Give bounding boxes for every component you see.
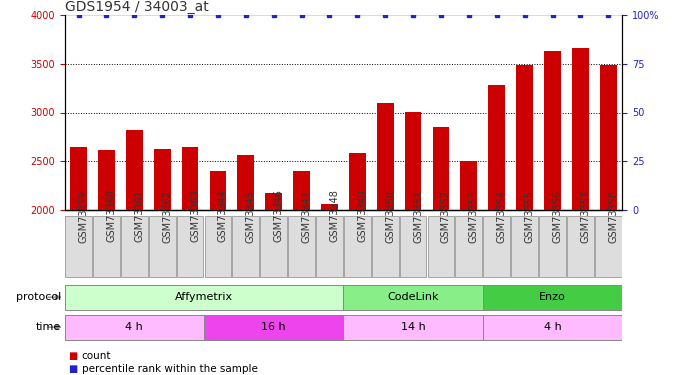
Text: GSM73344: GSM73344 <box>218 190 228 243</box>
Text: GSM73345: GSM73345 <box>246 189 256 243</box>
Text: GSM73361: GSM73361 <box>135 190 144 243</box>
Text: GSM73350: GSM73350 <box>385 189 395 243</box>
FancyBboxPatch shape <box>93 216 120 277</box>
FancyBboxPatch shape <box>400 216 426 277</box>
Bar <box>349 153 366 210</box>
Bar <box>209 171 226 210</box>
FancyBboxPatch shape <box>567 216 594 277</box>
FancyBboxPatch shape <box>204 315 343 340</box>
FancyBboxPatch shape <box>65 216 92 277</box>
Text: ■: ■ <box>68 364 78 374</box>
Text: GSM73351: GSM73351 <box>413 189 423 243</box>
Text: GSM73352: GSM73352 <box>441 189 451 243</box>
Text: percentile rank within the sample: percentile rank within the sample <box>82 364 258 374</box>
Text: time: time <box>36 322 61 332</box>
Bar <box>488 85 505 210</box>
Bar <box>572 48 589 210</box>
FancyBboxPatch shape <box>65 315 204 340</box>
FancyBboxPatch shape <box>121 216 148 277</box>
FancyBboxPatch shape <box>428 216 454 277</box>
Bar <box>182 147 199 210</box>
Bar <box>544 51 561 210</box>
Bar <box>126 130 143 210</box>
Text: ■: ■ <box>68 351 78 361</box>
Text: GSM73358: GSM73358 <box>608 189 618 243</box>
Text: Affymetrix: Affymetrix <box>175 292 233 302</box>
FancyBboxPatch shape <box>205 216 231 277</box>
FancyBboxPatch shape <box>288 216 315 277</box>
Text: GSM73353: GSM73353 <box>469 189 479 243</box>
FancyBboxPatch shape <box>483 315 622 340</box>
Bar <box>154 148 171 210</box>
Bar <box>516 65 533 210</box>
Bar <box>377 103 394 210</box>
Text: GSM73346: GSM73346 <box>274 190 284 243</box>
FancyBboxPatch shape <box>65 285 343 310</box>
Text: 16 h: 16 h <box>261 322 286 332</box>
FancyBboxPatch shape <box>316 216 343 277</box>
Text: GSM73347: GSM73347 <box>302 189 311 243</box>
Text: CodeLink: CodeLink <box>388 292 439 302</box>
FancyBboxPatch shape <box>344 216 371 277</box>
Text: 14 h: 14 h <box>401 322 426 332</box>
FancyBboxPatch shape <box>233 216 259 277</box>
Text: Enzo: Enzo <box>539 292 566 302</box>
Text: GDS1954 / 34003_at: GDS1954 / 34003_at <box>65 0 208 14</box>
FancyBboxPatch shape <box>483 285 622 310</box>
FancyBboxPatch shape <box>372 216 398 277</box>
Text: count: count <box>82 351 111 361</box>
Bar <box>293 171 310 210</box>
Text: 4 h: 4 h <box>543 322 562 332</box>
FancyBboxPatch shape <box>149 216 175 277</box>
Text: GSM73360: GSM73360 <box>106 190 116 243</box>
Text: GSM73362: GSM73362 <box>163 189 172 243</box>
FancyBboxPatch shape <box>343 285 483 310</box>
Bar <box>265 194 282 210</box>
Bar <box>98 150 115 210</box>
FancyBboxPatch shape <box>260 216 287 277</box>
Text: protocol: protocol <box>16 292 61 302</box>
FancyBboxPatch shape <box>511 216 538 277</box>
Bar <box>237 155 254 210</box>
Bar <box>405 111 422 210</box>
Text: GSM73359: GSM73359 <box>78 189 88 243</box>
Bar <box>321 204 338 210</box>
Bar <box>432 127 449 210</box>
Text: GSM73363: GSM73363 <box>190 190 200 243</box>
FancyBboxPatch shape <box>595 216 622 277</box>
FancyBboxPatch shape <box>343 315 483 340</box>
Text: GSM73356: GSM73356 <box>552 189 562 243</box>
FancyBboxPatch shape <box>177 216 203 277</box>
FancyBboxPatch shape <box>456 216 482 277</box>
Text: GSM73348: GSM73348 <box>330 190 339 243</box>
Text: GSM73354: GSM73354 <box>496 189 507 243</box>
Text: GSM73357: GSM73357 <box>581 189 590 243</box>
Text: GSM73349: GSM73349 <box>358 190 367 243</box>
Text: 4 h: 4 h <box>125 322 143 332</box>
Bar <box>70 147 87 210</box>
Bar <box>600 65 617 210</box>
Text: GSM73355: GSM73355 <box>525 189 534 243</box>
Bar <box>460 161 477 210</box>
FancyBboxPatch shape <box>539 216 566 277</box>
FancyBboxPatch shape <box>483 216 510 277</box>
